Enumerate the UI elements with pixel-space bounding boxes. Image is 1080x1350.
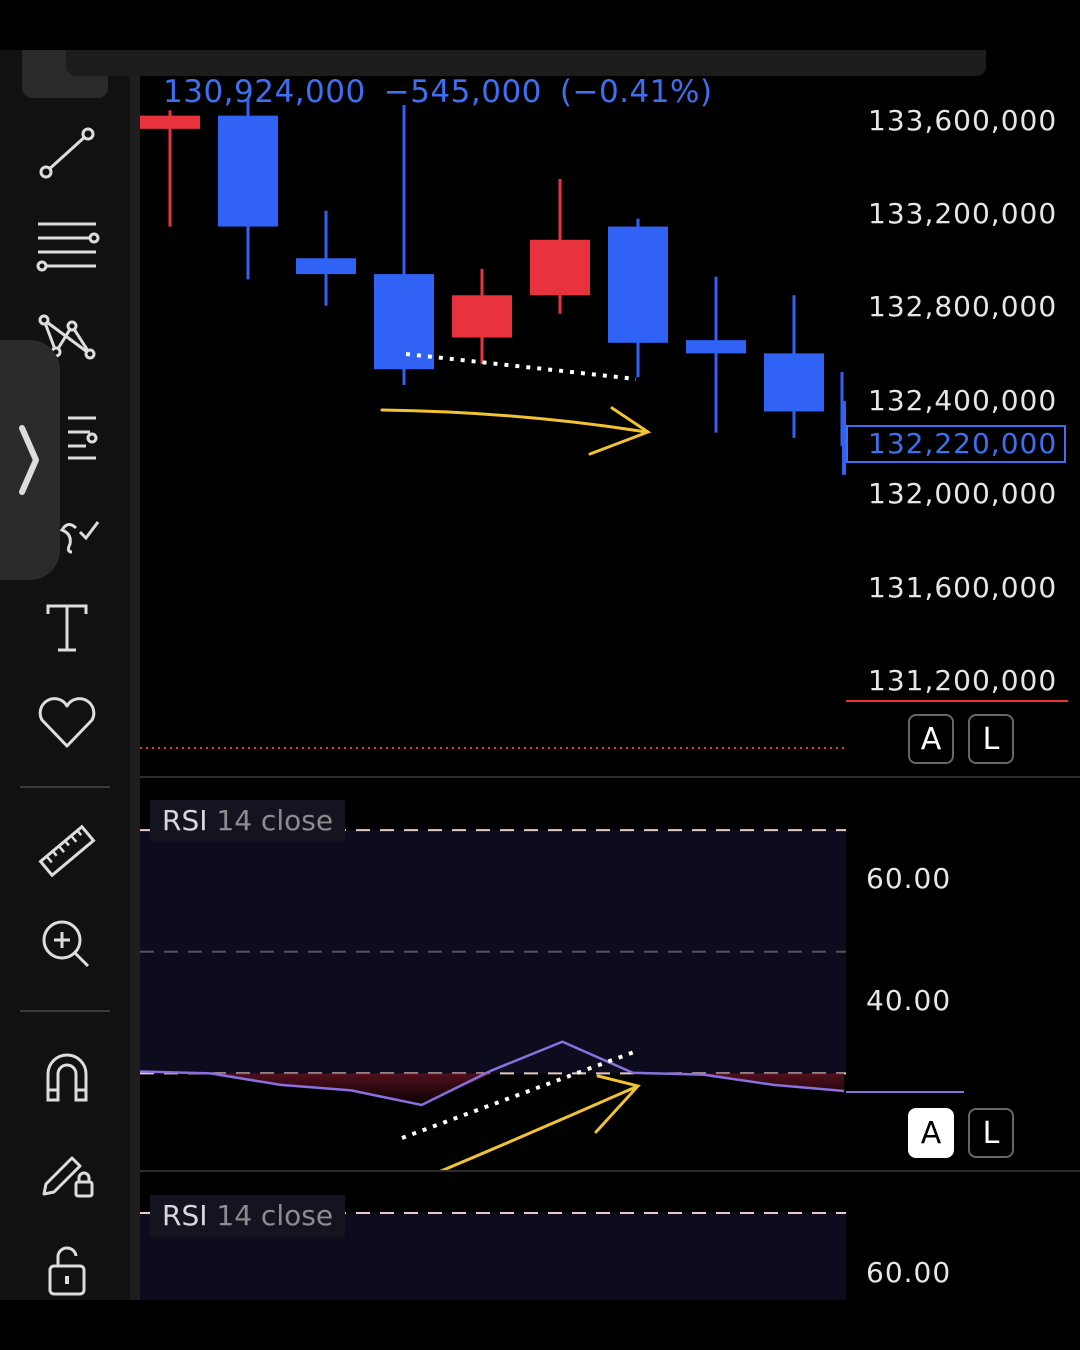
- price-change: −545,000: [383, 74, 542, 110]
- pane-separator[interactable]: [140, 776, 1080, 778]
- rsi-divergence-line: [401, 1050, 635, 1140]
- rsi-chart[interactable]: [140, 778, 846, 1170]
- candle-body: [530, 239, 590, 296]
- candle: [296, 210, 356, 306]
- rsi-oversold-fill: [140, 1073, 844, 1105]
- candle-body: [764, 353, 824, 412]
- price-axis-label: 132,400,000: [868, 384, 1058, 417]
- price-axis-label: 131,600,000: [868, 571, 1058, 604]
- rsi-value-marker: [846, 1091, 964, 1093]
- price-chart[interactable]: [140, 76, 846, 776]
- quote-line: 130,924,000 −545,000 (−0.41%): [163, 74, 731, 110]
- auto-scale-button[interactable]: A: [908, 714, 954, 764]
- magnet-icon: [46, 1053, 88, 1102]
- toolbar-expander[interactable]: [0, 340, 60, 580]
- fib-tool[interactable]: [22, 402, 112, 472]
- current-price-label: 132,220,000: [846, 425, 1066, 463]
- unlock-tool[interactable]: [22, 1234, 112, 1304]
- price-axis-label: 131,200,000: [868, 664, 1058, 697]
- candle-body: [140, 115, 200, 129]
- candle: [374, 105, 434, 386]
- trendline-tool[interactable]: [22, 118, 112, 188]
- horizontal-lines-tool[interactable]: [22, 210, 112, 280]
- magnet-tool[interactable]: [22, 1040, 112, 1110]
- last-price: 130,924,000: [163, 74, 366, 110]
- measure-tool[interactable]: [22, 816, 112, 886]
- rsi-axis-label: 40.00: [866, 984, 952, 1017]
- price-axis-label: 132,000,000: [868, 477, 1058, 510]
- trendline-icon: [39, 127, 95, 179]
- candle-body: [374, 274, 434, 370]
- zoom-tool[interactable]: [22, 908, 112, 978]
- rsi-auto-scale-button[interactable]: A: [908, 1108, 954, 1158]
- rsi-indicator-label[interactable]: RSI 14 close: [150, 1195, 346, 1237]
- candle-body: [842, 400, 846, 475]
- brush-tool[interactable]: [22, 500, 112, 570]
- toolbar-separator: [20, 1010, 110, 1012]
- lock-draw-icon: [42, 1156, 94, 1198]
- candle-body: [686, 340, 746, 354]
- candle: [452, 268, 512, 364]
- rsi-indicator-label[interactable]: RSI 14 close: [150, 800, 346, 842]
- candle: [530, 179, 590, 314]
- toolbar-separator: [20, 786, 110, 788]
- rsi-name: RSI: [162, 1199, 208, 1232]
- rsi-params: 14 close: [216, 1199, 334, 1232]
- log-scale-button[interactable]: L: [968, 714, 1014, 764]
- candle: [218, 99, 278, 280]
- pattern-tool[interactable]: [22, 304, 112, 374]
- rsi-axis-label: 60.00: [866, 1256, 952, 1289]
- drawing-toolbar: [0, 50, 130, 1300]
- rsi-name: RSI: [162, 804, 208, 837]
- candle-body: [218, 115, 278, 227]
- rsi-annotation-arrow: [439, 1074, 641, 1170]
- horizontal-lines-icon: [36, 222, 100, 272]
- candle: [842, 400, 846, 475]
- candle: [140, 110, 200, 227]
- candle: [764, 295, 824, 438]
- price-axis-label: 132,800,000: [868, 290, 1058, 323]
- rsi-log-scale-button[interactable]: L: [968, 1108, 1014, 1158]
- toolbar-edge: [130, 50, 140, 1300]
- alert-line: [846, 700, 1068, 702]
- unlock-icon: [48, 1246, 86, 1296]
- candle-body: [608, 226, 668, 343]
- pane-separator[interactable]: [140, 1170, 1080, 1172]
- price-axis-label: 133,200,000: [868, 197, 1058, 230]
- lock-drawings-tool[interactable]: [22, 1138, 112, 1208]
- price-change-pct: (−0.41%): [559, 74, 713, 110]
- candle-body: [296, 258, 356, 275]
- pattern-icon: [38, 314, 96, 360]
- chevron-right-icon: [19, 425, 39, 495]
- candle: [608, 218, 668, 378]
- chart-header-bar[interactable]: [66, 50, 986, 76]
- divergence-dotted-line: [405, 352, 637, 381]
- fib-icon: [68, 416, 98, 460]
- rsi-line: [140, 1040, 845, 1107]
- price-axis-label: 133,600,000: [868, 104, 1058, 137]
- candle: [686, 276, 746, 433]
- rsi-params: 14 close: [216, 804, 334, 837]
- brush-icon: [59, 521, 100, 554]
- heart-icon: [38, 697, 96, 748]
- candle-body: [452, 295, 512, 338]
- favorites-tool[interactable]: [22, 688, 112, 758]
- text-icon: [46, 604, 88, 652]
- text-tool[interactable]: [22, 592, 112, 662]
- annotation-arrow: [380, 406, 652, 456]
- zoom-in-icon: [42, 920, 90, 968]
- ruler-icon: [38, 824, 96, 878]
- rsi-axis-label: 60.00: [866, 862, 952, 895]
